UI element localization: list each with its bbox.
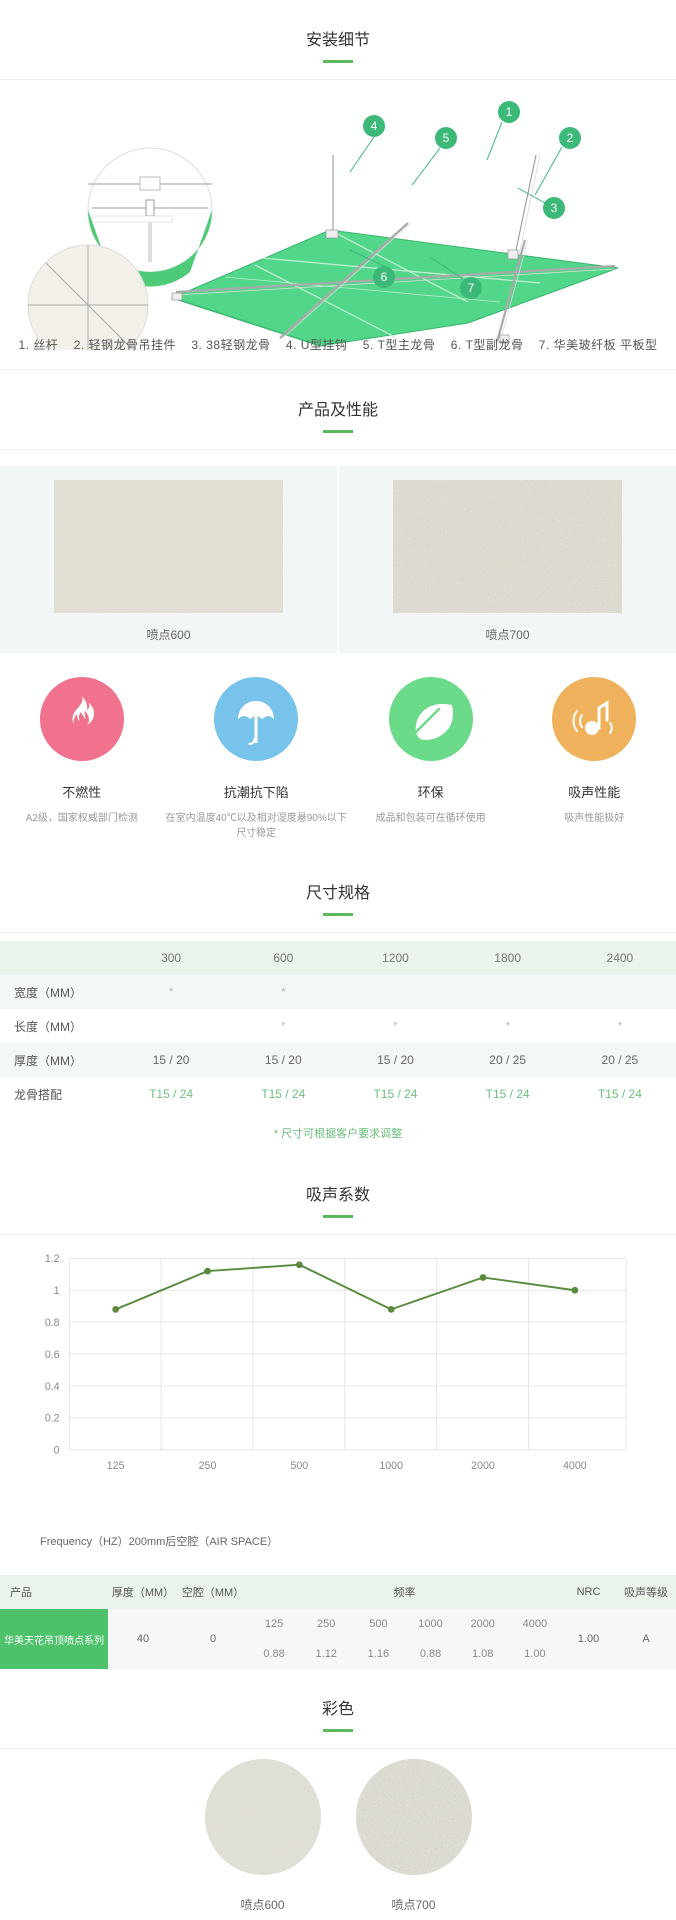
svg-text:4000: 4000 xyxy=(563,1460,587,1472)
svg-text:1: 1 xyxy=(54,1285,60,1297)
svg-text:0.8: 0.8 xyxy=(45,1317,60,1329)
svg-text:0: 0 xyxy=(54,1445,60,1457)
svg-text:0.6: 0.6 xyxy=(45,1349,60,1361)
svg-text:1: 1 xyxy=(506,105,513,119)
svg-text:3: 3 xyxy=(551,201,558,215)
svg-text:7: 7 xyxy=(468,281,475,295)
svg-text:5: 5 xyxy=(443,131,450,145)
svg-text:2000: 2000 xyxy=(471,1460,495,1472)
svg-text:2: 2 xyxy=(567,131,574,145)
svg-text:250: 250 xyxy=(199,1460,217,1472)
svg-text:500: 500 xyxy=(290,1460,308,1472)
svg-text:125: 125 xyxy=(107,1460,125,1472)
svg-text:1000: 1000 xyxy=(379,1460,403,1472)
svg-text:0.2: 0.2 xyxy=(45,1413,60,1425)
svg-text:1.2: 1.2 xyxy=(45,1253,60,1265)
svg-text:6: 6 xyxy=(381,270,388,284)
svg-text:0.4: 0.4 xyxy=(45,1381,60,1393)
svg-text:4: 4 xyxy=(371,119,378,133)
